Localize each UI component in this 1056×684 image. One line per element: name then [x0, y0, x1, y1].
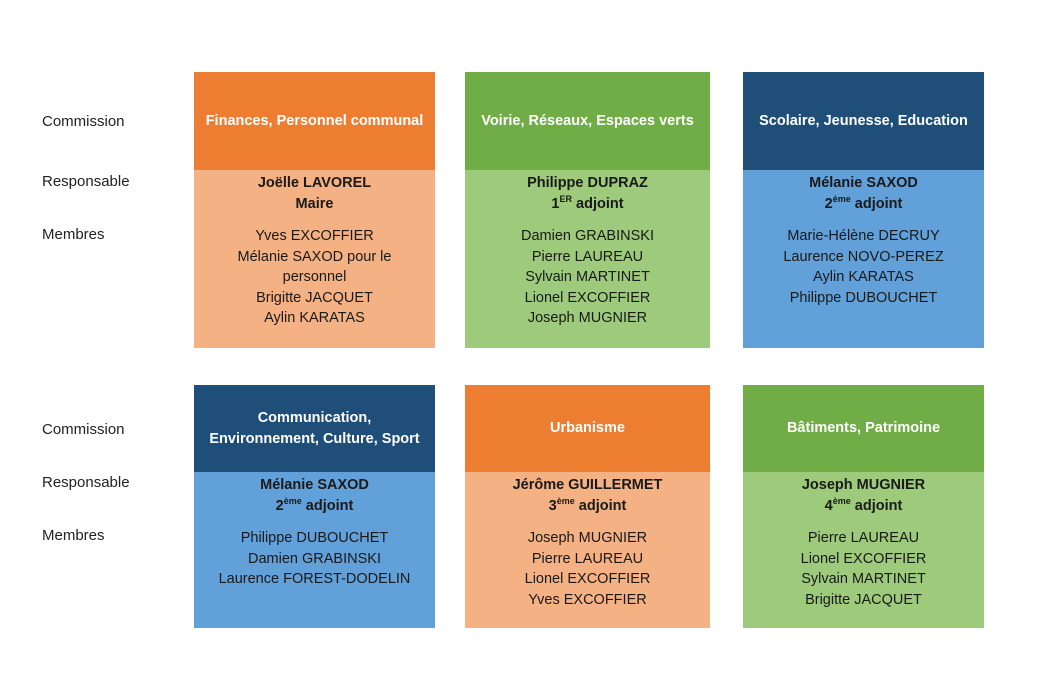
members-list: Yves EXCOFFIER Mélanie SAXOD pour le per…	[194, 226, 435, 329]
commission-title-text: Voirie, Réseaux, Espaces verts	[481, 112, 694, 129]
commission-body: Joëlle LAVOREL Maire Yves EXCOFFIER Méla…	[194, 170, 435, 348]
commission-card-voirie: Voirie, Réseaux, Espaces verts Philippe …	[465, 72, 710, 348]
responsable-role: Maire	[295, 195, 334, 212]
member-item: Damien GRABINSKI	[248, 550, 381, 567]
commission-title-text: Scolaire, Jeunesse, Education	[759, 112, 968, 129]
member-item: personnel	[282, 269, 347, 285]
member-item: Philippe DUBOUCHET	[240, 530, 389, 546]
responsable-name: Mélanie SAXOD	[809, 175, 918, 191]
commission-card-communication: Communication, Environnement, Culture, S…	[194, 385, 435, 628]
member-item: Brigitte JACQUET	[805, 591, 922, 608]
commission-body: Philippe DUPRAZ 1ER adjoint Damien GRABI…	[465, 170, 710, 348]
responsable-name: Joseph MUGNIER	[801, 477, 926, 493]
commission-card-scolaire: Scolaire, Jeunesse, Education Mélanie SA…	[743, 72, 984, 348]
responsable-name: Joëlle LAVOREL	[257, 175, 372, 191]
commission-label-row2: Commission	[42, 421, 125, 438]
member-item: Philippe DUBOUCHET	[789, 289, 938, 306]
commission-title: Voirie, Réseaux, Espaces verts	[465, 72, 710, 170]
member-item: Yves EXCOFFIER	[255, 228, 374, 244]
member-item: Marie-Hélène DECRUY	[787, 228, 940, 244]
member-item: Lionel EXCOFFIER	[800, 550, 927, 567]
membres-label-row2: Membres	[42, 527, 105, 544]
responsable-name: Jérôme GUILLERMET	[512, 477, 663, 493]
responsable-name: Philippe DUPRAZ	[527, 175, 648, 191]
commission-title: Scolaire, Jeunesse, Education	[743, 72, 984, 170]
commission-body: Mélanie SAXOD 2ème adjoint Philippe DUBO…	[194, 472, 435, 628]
responsable-role: 2ème adjoint	[275, 495, 354, 514]
member-item: Pierre LAUREAU	[807, 530, 920, 546]
member-item: Yves EXCOFFIER	[528, 591, 647, 608]
member-item: Lionel EXCOFFIER	[524, 571, 651, 587]
members-list: Pierre LAUREAU Lionel EXCOFFIER Sylvain …	[743, 528, 984, 610]
commission-body: Jérôme GUILLERMET 3ème adjoint Joseph MU…	[465, 472, 710, 628]
member-item: Pierre LAUREAU	[531, 248, 644, 265]
responsable-role: 2ème adjoint	[824, 193, 903, 212]
member-item: Mélanie SAXOD pour le	[237, 248, 392, 265]
member-item: Lionel EXCOFFIER	[524, 289, 651, 306]
member-item: Damien GRABINSKI	[521, 228, 654, 244]
commission-title: Bâtiments, Patrimoine	[743, 385, 984, 472]
member-item: Pierre LAUREAU	[531, 550, 644, 567]
responsable-label-row1: Responsable	[42, 173, 130, 190]
responsable-label-row2: Responsable	[42, 474, 130, 491]
member-item: Brigitte JACQUET	[256, 289, 373, 306]
commission-title: Finances, Personnel communal	[194, 72, 435, 170]
member-item: Laurence FOREST-DODELIN	[218, 571, 411, 587]
commission-card-batiments: Bâtiments, Patrimoine Joseph MUGNIER 4èm…	[743, 385, 984, 628]
member-item: Sylvain MARTINET	[801, 571, 926, 587]
commission-body: Joseph MUGNIER 4ème adjoint Pierre LAURE…	[743, 472, 984, 628]
member-item: Laurence NOVO-PEREZ	[783, 248, 944, 265]
commission-body: Mélanie SAXOD 2ème adjoint Marie-Hélène …	[743, 170, 984, 348]
responsable-role: 1ER adjoint	[551, 193, 624, 212]
commission-title: Communication, Environnement, Culture, S…	[194, 385, 435, 472]
commission-card-finances: Finances, Personnel communal Joëlle LAVO…	[194, 72, 435, 348]
membres-label-row1: Membres	[42, 226, 105, 243]
commission-title-text: Communication,	[257, 409, 372, 426]
commission-title-text: Urbanisme	[550, 420, 625, 436]
member-item: Aylin KARATAS	[813, 269, 914, 285]
members-list: Philippe DUBOUCHET Damien GRABINSKI Laur…	[194, 528, 435, 590]
commission-title-text: Finances, Personnel communal	[205, 112, 424, 129]
commission-card-urbanisme: Urbanisme Jérôme GUILLERMET 3ème adjoint…	[465, 385, 710, 628]
responsable-name: Mélanie SAXOD	[260, 477, 369, 493]
members-list: Marie-Hélène DECRUY Laurence NOVO-PEREZ …	[743, 226, 984, 308]
responsable-role: 4ème adjoint	[824, 495, 903, 514]
member-item: Sylvain MARTINET	[525, 269, 650, 285]
commission-title-text: Environnement, Culture, Sport	[209, 430, 420, 447]
member-item: Aylin KARATAS	[264, 310, 365, 326]
responsable-role: 3ème adjoint	[548, 495, 627, 514]
commission-title-text: Bâtiments, Patrimoine	[786, 420, 941, 436]
commission-title: Urbanisme	[465, 385, 710, 472]
members-list: Joseph MUGNIER Pierre LAUREAU Lionel EXC…	[465, 528, 710, 610]
member-item: Joseph MUGNIER	[527, 530, 648, 546]
commission-label-row1: Commission	[42, 113, 125, 130]
member-item: Joseph MUGNIER	[527, 310, 648, 326]
members-list: Damien GRABINSKI Pierre LAUREAU Sylvain …	[465, 226, 710, 329]
